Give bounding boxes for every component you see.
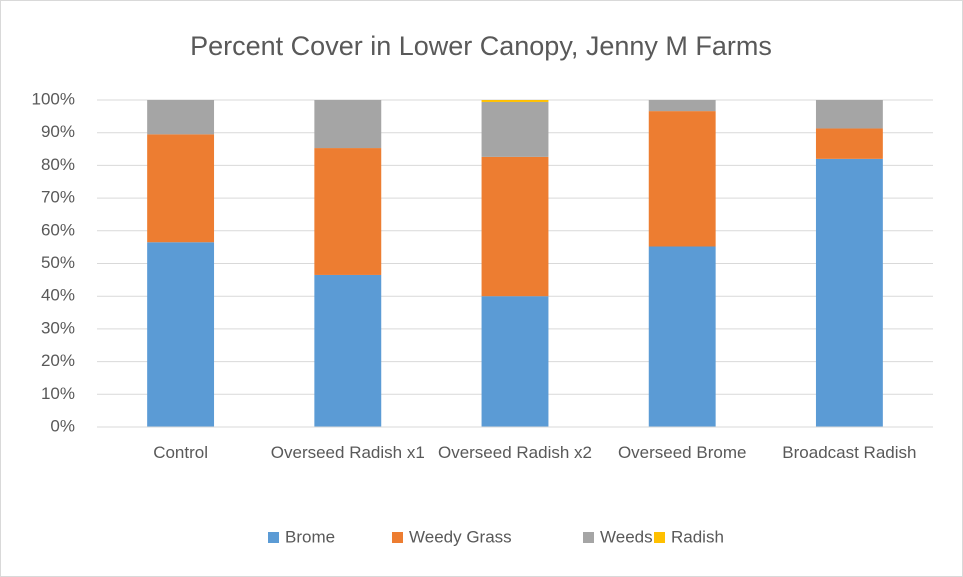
bar-segment	[815, 100, 883, 129]
bar-segment	[314, 274, 382, 427]
legend-label: Weedy Grass	[409, 527, 512, 546]
bar-segment	[147, 100, 215, 135]
y-tick-label: 10%	[41, 384, 75, 403]
bar-segment	[815, 158, 883, 428]
bar-segment	[815, 128, 883, 159]
x-tick-label: Control	[153, 443, 208, 462]
bar-segment	[648, 111, 716, 247]
y-tick-label: 30%	[41, 318, 75, 337]
bar-segment	[314, 100, 382, 149]
bar-segment	[481, 156, 549, 297]
legend-swatch	[654, 532, 665, 543]
y-tick-label: 0%	[50, 416, 75, 435]
x-tick-label: Overseed Radish x2	[437, 443, 592, 462]
bar-segment	[648, 246, 716, 427]
y-tick-label: 60%	[41, 220, 75, 239]
x-tick-label: Overseed Radish x1	[270, 443, 425, 462]
y-tick-label: 70%	[41, 188, 75, 207]
bar-segment	[481, 296, 549, 427]
x-tick-label: Overseed Brome	[617, 443, 747, 462]
legend-label: Radish	[671, 527, 724, 546]
y-tick-label: 100%	[32, 89, 75, 108]
legend-swatch	[268, 532, 279, 543]
bar-segment	[648, 100, 716, 112]
y-tick-label: 40%	[41, 286, 75, 305]
legend-swatch	[583, 532, 594, 543]
bar-segment	[481, 101, 549, 157]
x-tick-label: Broadcast Radish	[782, 443, 917, 462]
y-tick-label: 50%	[41, 253, 75, 272]
legend-label: Brome	[285, 527, 335, 546]
bar-segment	[314, 148, 382, 275]
bar-segment	[147, 134, 215, 243]
bar-segment	[147, 242, 215, 427]
bar-segment	[481, 100, 549, 102]
chart-title: Percent Cover in Lower Canopy, Jenny M F…	[190, 31, 772, 61]
y-tick-label: 20%	[41, 351, 75, 370]
y-tick-label: 90%	[41, 122, 75, 141]
y-tick-label: 80%	[41, 155, 75, 174]
legend-label: Weeds	[600, 527, 653, 546]
legend-swatch	[392, 532, 403, 543]
